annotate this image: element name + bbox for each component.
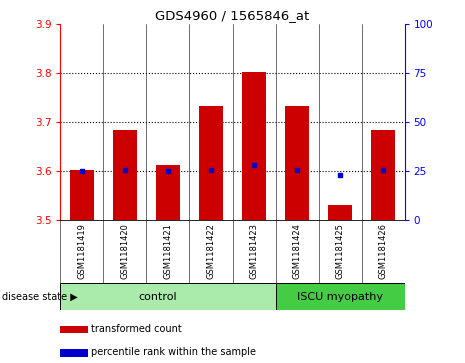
Text: percentile rank within the sample: percentile rank within the sample <box>92 347 256 357</box>
Bar <box>199 106 223 220</box>
Bar <box>60 283 275 310</box>
Bar <box>113 130 137 220</box>
Bar <box>371 130 395 220</box>
Text: control: control <box>138 292 177 302</box>
Text: GSM1181424: GSM1181424 <box>292 223 301 279</box>
Text: GSM1181419: GSM1181419 <box>78 223 86 279</box>
Title: GDS4960 / 1565846_at: GDS4960 / 1565846_at <box>155 9 310 23</box>
Bar <box>285 106 309 220</box>
Text: GSM1181422: GSM1181422 <box>206 223 215 279</box>
Bar <box>275 283 405 310</box>
Bar <box>328 205 352 220</box>
Text: GSM1181421: GSM1181421 <box>164 223 173 279</box>
Text: GSM1181425: GSM1181425 <box>336 223 345 279</box>
Text: GSM1181420: GSM1181420 <box>120 223 129 279</box>
Bar <box>242 72 266 220</box>
Bar <box>60 326 88 333</box>
Text: ISCU myopathy: ISCU myopathy <box>297 292 383 302</box>
Bar <box>60 350 88 357</box>
Bar <box>156 165 180 220</box>
Text: disease state ▶: disease state ▶ <box>2 292 78 302</box>
Text: transformed count: transformed count <box>92 324 182 334</box>
Bar <box>70 170 94 220</box>
Text: GSM1181423: GSM1181423 <box>250 223 259 279</box>
Text: GSM1181426: GSM1181426 <box>379 223 387 279</box>
